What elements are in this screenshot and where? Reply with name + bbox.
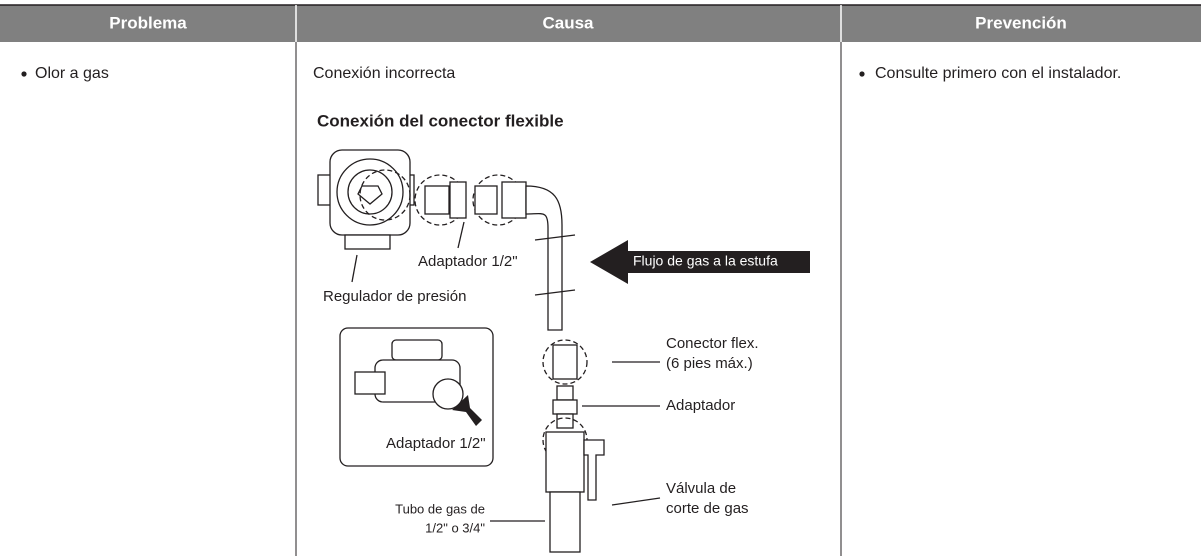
flex-hose — [525, 185, 563, 331]
label: Adaptador 1/2" — [386, 435, 486, 452]
valve-handle — [583, 439, 605, 501]
header-bar — [0, 5, 1201, 42]
label: (6 pies máx.) — [666, 355, 753, 372]
diagram-title: Conexión del conector flexible — [317, 111, 564, 130]
header-cell: Problema — [109, 13, 187, 32]
connector-nut — [552, 344, 578, 380]
adapter-nut — [552, 399, 578, 415]
header-cell: Prevención — [975, 13, 1067, 32]
flow-arrow — [590, 240, 810, 284]
inset-arrow — [452, 395, 482, 426]
header-cell: Causa — [542, 13, 594, 32]
gas-pipe — [549, 491, 581, 553]
bullet — [21, 71, 27, 77]
cell: Olor a gas — [35, 65, 109, 82]
adapter-thread — [424, 185, 450, 215]
regulator — [317, 149, 415, 250]
label: corte de gas — [666, 500, 749, 517]
label: Adaptador 1/2" — [418, 253, 518, 270]
pointer — [611, 497, 661, 506]
nut — [357, 185, 383, 205]
inset-regulator — [354, 339, 464, 410]
connector-nut — [501, 181, 527, 219]
label: Regulador de presión — [323, 288, 466, 305]
cell: Conexión incorrecta — [313, 65, 455, 82]
pointer — [457, 221, 465, 249]
bullet — [859, 71, 865, 77]
cell: Consulte primero con el instalador. — [875, 65, 1121, 82]
break-mark — [534, 289, 576, 296]
highlight — [359, 169, 411, 221]
label: Tubo de gas de — [395, 501, 485, 516]
label: Conector flex. — [666, 335, 759, 352]
highlight — [542, 339, 588, 385]
break-mark — [534, 234, 576, 241]
label: Flujo de gas a la estufa — [633, 253, 778, 269]
adapter-thread — [556, 413, 574, 429]
adapter-nut — [449, 181, 467, 219]
adapter-thread — [556, 385, 574, 401]
valve-body — [545, 431, 585, 493]
pointer — [351, 254, 358, 283]
label: Adaptador — [666, 397, 735, 414]
label: Válvula de — [666, 480, 736, 497]
base — [344, 234, 391, 250]
adapter-thread — [474, 185, 498, 215]
label: 1/2" o 3/4" — [425, 520, 485, 535]
